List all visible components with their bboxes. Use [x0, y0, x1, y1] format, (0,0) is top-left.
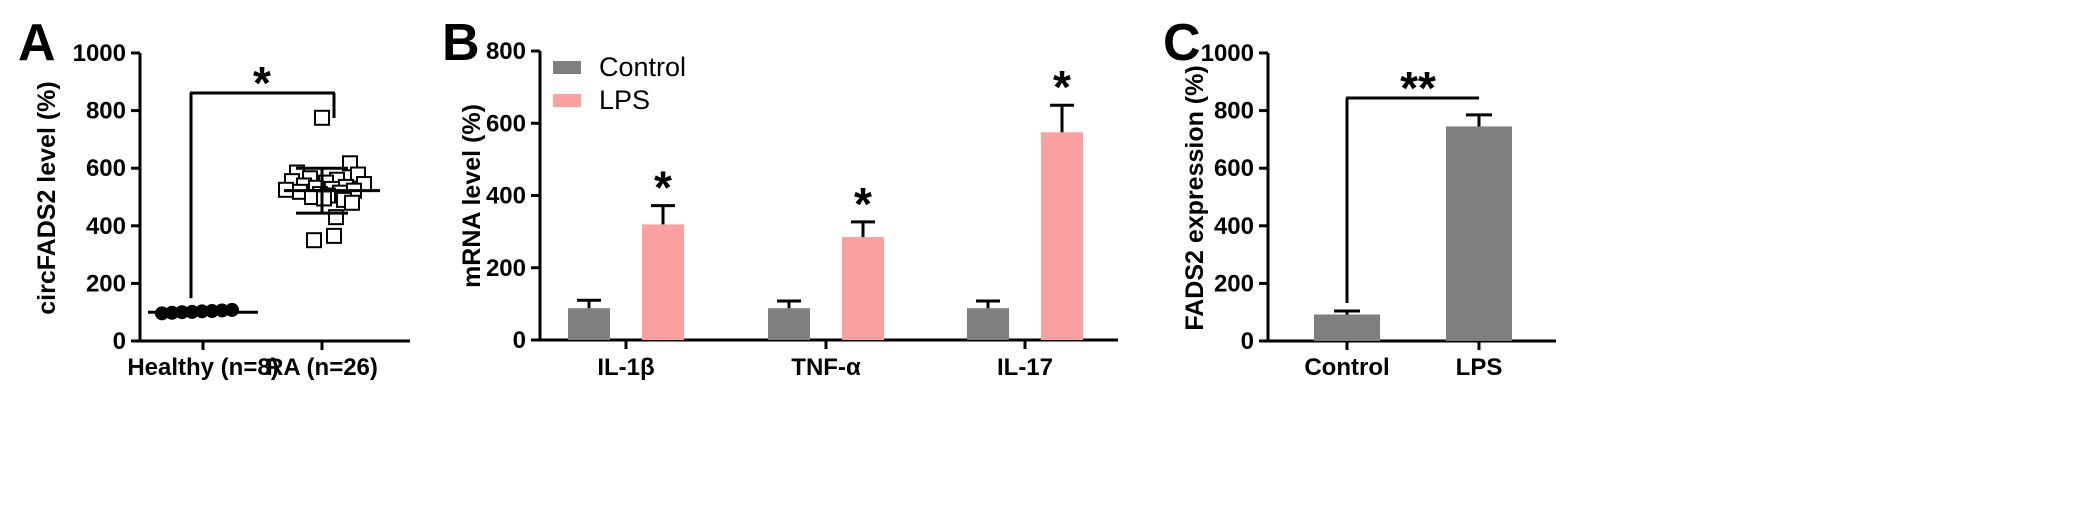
- panel-a-ylabel: circFADS2 level (%): [33, 81, 61, 314]
- panel-c-bar: [1314, 314, 1380, 341]
- panel-b-legend-label-control: Control: [599, 52, 686, 82]
- panel-b-significance-label: *: [1053, 61, 1071, 113]
- panel-b-x-tick-label: IL-17: [997, 354, 1053, 381]
- panel-b-bar-control: [568, 308, 610, 340]
- panel-b-ylabel: mRNA level (%): [458, 104, 486, 288]
- panel-b-bar-lps: [842, 237, 884, 340]
- panel-b-y-tick-label: 400: [486, 183, 526, 210]
- panel-b-bar-lps: [642, 224, 684, 340]
- panel-b-legend-swatch-lps: [553, 94, 581, 107]
- panel-c-significance-label: **: [1400, 62, 1436, 114]
- panel-c-x-tick-label: LPS: [1456, 354, 1503, 381]
- panel-c-x-tick-label: Control: [1304, 354, 1389, 381]
- panel-c-chart: 0 200 400 600 800 1000 Control LPS **: [1201, 40, 1556, 381]
- panel-a-ra-point: [326, 227, 342, 244]
- panel-a-healthy-point: [215, 303, 229, 318]
- panel-b-bar-control: [768, 308, 810, 340]
- panel-a-y-tick-label: 600: [86, 155, 126, 182]
- panel-b-legend-swatch-control: [553, 61, 581, 74]
- panel-letter-a: A: [18, 14, 56, 72]
- panel-b-bar-control: [967, 308, 1009, 340]
- panel-a-ra-point: [316, 190, 332, 207]
- panel-letter-c: C: [1163, 14, 1201, 72]
- panel-a-y-tick-label: 0: [113, 328, 126, 355]
- panel-letter-b: B: [442, 14, 480, 72]
- panel-c-y-tick-label: 400: [1214, 213, 1254, 240]
- panel-b-significance-label: *: [654, 162, 672, 214]
- panel-a-y-tick-label: 200: [86, 270, 126, 297]
- panel-a-y-tick-label: 800: [86, 98, 126, 125]
- panel-a-ra-point: [306, 232, 322, 249]
- panel-b-legend-label-lps: LPS: [599, 85, 650, 115]
- panel-b-y-tick-label: 200: [486, 255, 526, 282]
- panel-a-y-tick-label: 1000: [73, 40, 126, 67]
- panel-c-y-tick-label: 0: [1241, 328, 1254, 355]
- panel-b-x-tick-label: TNF-α: [791, 354, 861, 381]
- panel-a-significance-label: *: [253, 57, 271, 109]
- panel-b-significance-label: *: [854, 178, 872, 230]
- panel-b-chart: 0 200 400 600 800 IL-1β * TNF-α * IL-17 * ControlLP…: [486, 38, 1118, 381]
- panel-c-bar: [1446, 126, 1512, 341]
- panel-a-x-tick-label: RA (n=26): [266, 354, 378, 381]
- panel-c-ylabel: FADS2 expression (%): [1181, 65, 1209, 330]
- panel-c-y-tick-label: 200: [1214, 270, 1254, 297]
- panel-a-x-tick-label: Healthy (n=8): [127, 354, 278, 381]
- panel-c-y-tick-label: 800: [1214, 98, 1254, 125]
- panel-a-healthy-point: [225, 302, 239, 317]
- panel-a-ra-point: [344, 194, 360, 211]
- panel-b-bar-lps: [1041, 132, 1083, 340]
- panel-a-ra-point: [314, 109, 330, 126]
- panel-b-y-tick-label: 800: [486, 38, 526, 65]
- panel-b-y-tick-label: 600: [486, 110, 526, 137]
- panel-c-y-tick-label: 600: [1214, 155, 1254, 182]
- panel-b-x-tick-label: IL-1β: [597, 354, 654, 381]
- panel-c-y-tick-label: 1000: [1201, 40, 1254, 67]
- panel-a-y-tick-label: 400: [86, 213, 126, 240]
- panel-b-y-tick-label: 0: [513, 327, 526, 354]
- panel-a-chart: 0 200 400 600 800 1000 Healthy (n=8)RA (n=26) *: [73, 40, 410, 381]
